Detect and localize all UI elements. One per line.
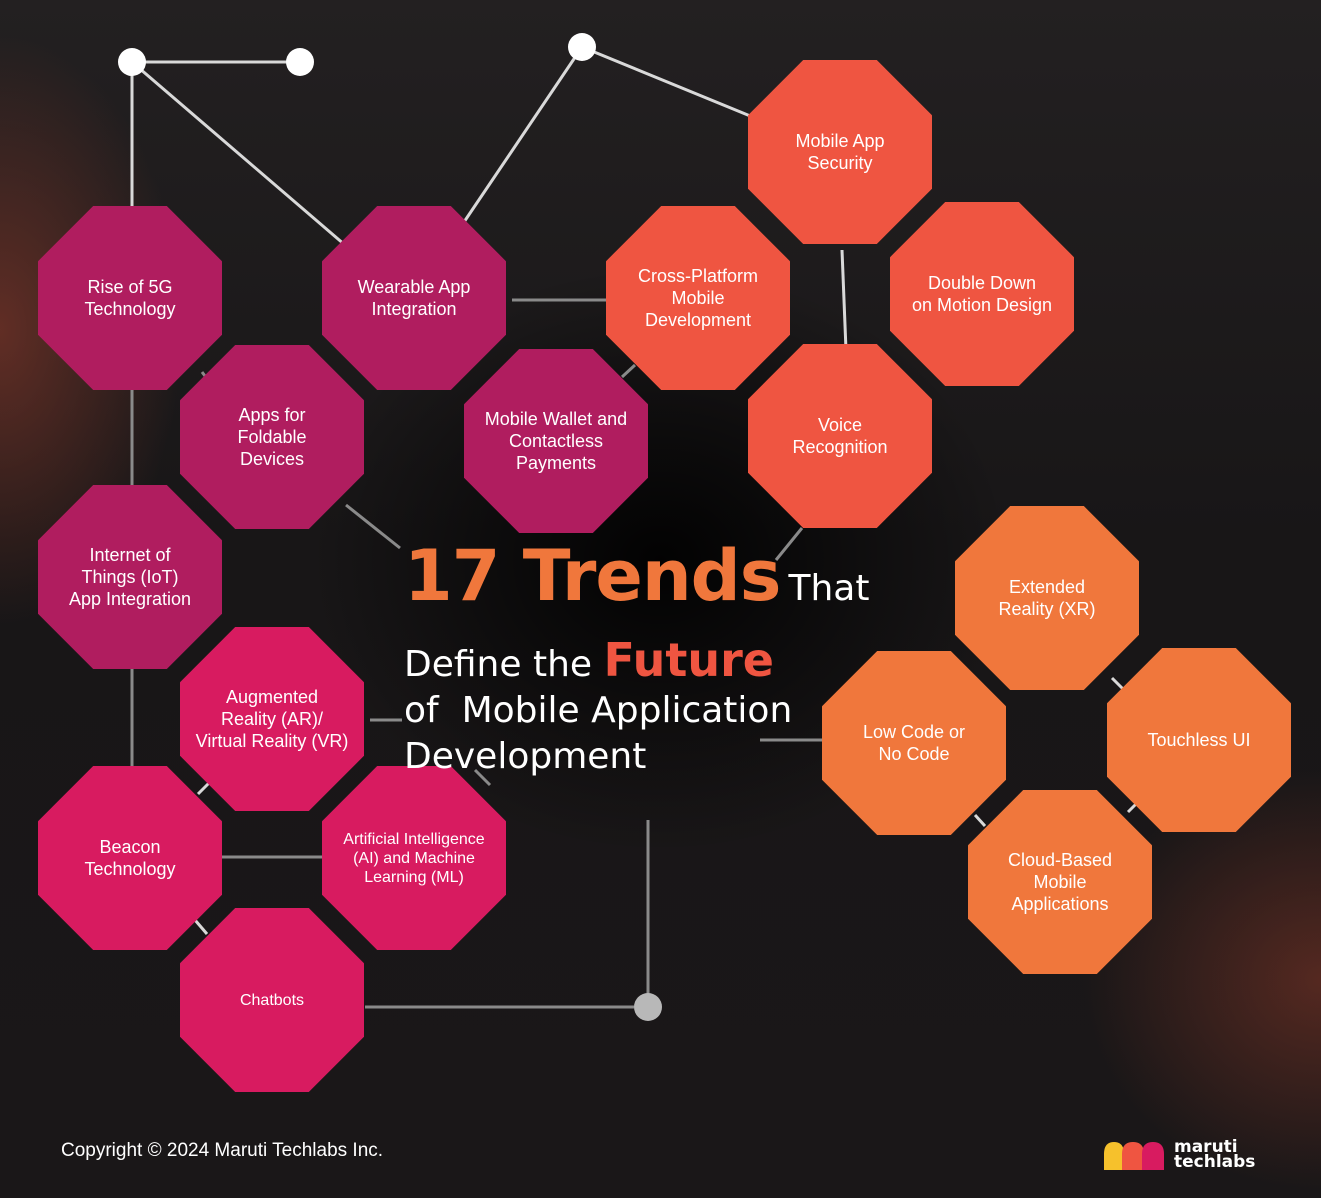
trend-ar-vr: Augmented Reality (AR)/ Virtual Reality … <box>180 627 364 811</box>
trend-mobile-app-security: Mobile App Security <box>748 60 932 244</box>
trend-beacon-technology: Beacon Technology <box>38 766 222 950</box>
title-that: That <box>788 568 870 609</box>
connector-line <box>620 363 637 379</box>
connector-line <box>345 503 401 550</box>
trend-iot-integration: Internet of Things (IoT) App Integration <box>38 485 222 669</box>
node-dot <box>568 33 596 61</box>
trend-touchless-ui: Touchless UI <box>1107 648 1291 832</box>
copyright-text: Copyright © 2024 Maruti Techlabs Inc. <box>61 1140 384 1161</box>
connector-line <box>774 527 804 561</box>
trend-voice-recognition: Voice Recognition <box>748 344 932 528</box>
connector-line <box>196 780 212 796</box>
maruti-logo-icon <box>1104 1142 1164 1170</box>
connector-line <box>193 919 209 935</box>
logo-wordmark: maruti techlabs <box>1174 1137 1256 1172</box>
trend-rise-of-5g: Rise of 5G Technology <box>38 206 222 390</box>
trend-extended-reality: Extended Reality (XR) <box>955 506 1139 690</box>
company-logo: maruti techlabs <box>1102 1138 1255 1172</box>
trend-wearable-app-integration: Wearable App Integration <box>322 206 506 390</box>
logo-line2: techlabs <box>1174 1152 1256 1172</box>
title-number-word: 17 Trends <box>404 535 781 617</box>
connector-line <box>840 249 848 351</box>
connector-line <box>581 45 761 122</box>
main-title: 17 Trends That Define the Future of Mobil… <box>404 540 869 780</box>
connector-line <box>1110 676 1126 692</box>
connector-line <box>473 768 492 787</box>
title-line3: of Mobile Application <box>404 690 793 731</box>
trend-cloud-based-apps: Cloud-Based Mobile Applications <box>968 790 1152 974</box>
node-dot <box>118 48 146 76</box>
title-define-the: Define the <box>404 644 593 685</box>
connector-line <box>131 60 346 247</box>
trend-foldable-devices: Apps for Foldable Devices <box>180 345 364 529</box>
trend-ai-ml: Artificial Intelligence (AI) and Machine… <box>322 766 506 950</box>
trend-low-code: Low Code or No Code <box>822 651 1006 835</box>
title-future: Future <box>603 633 775 687</box>
trend-mobile-wallet: Mobile Wallet and Contactless Payments <box>464 349 648 533</box>
connector-line <box>460 46 584 226</box>
trend-motion-design: Double Down on Motion Design <box>890 202 1074 386</box>
title-line4: Development <box>404 736 647 777</box>
trend-cross-platform: Cross-Platform Mobile Development <box>606 206 790 390</box>
connector-line <box>973 813 987 828</box>
node-dot <box>634 993 662 1021</box>
node-dot <box>286 48 314 76</box>
connector-line <box>200 371 207 377</box>
logo-line1: maruti <box>1174 1137 1238 1157</box>
trend-chatbots: Chatbots <box>180 908 364 1092</box>
